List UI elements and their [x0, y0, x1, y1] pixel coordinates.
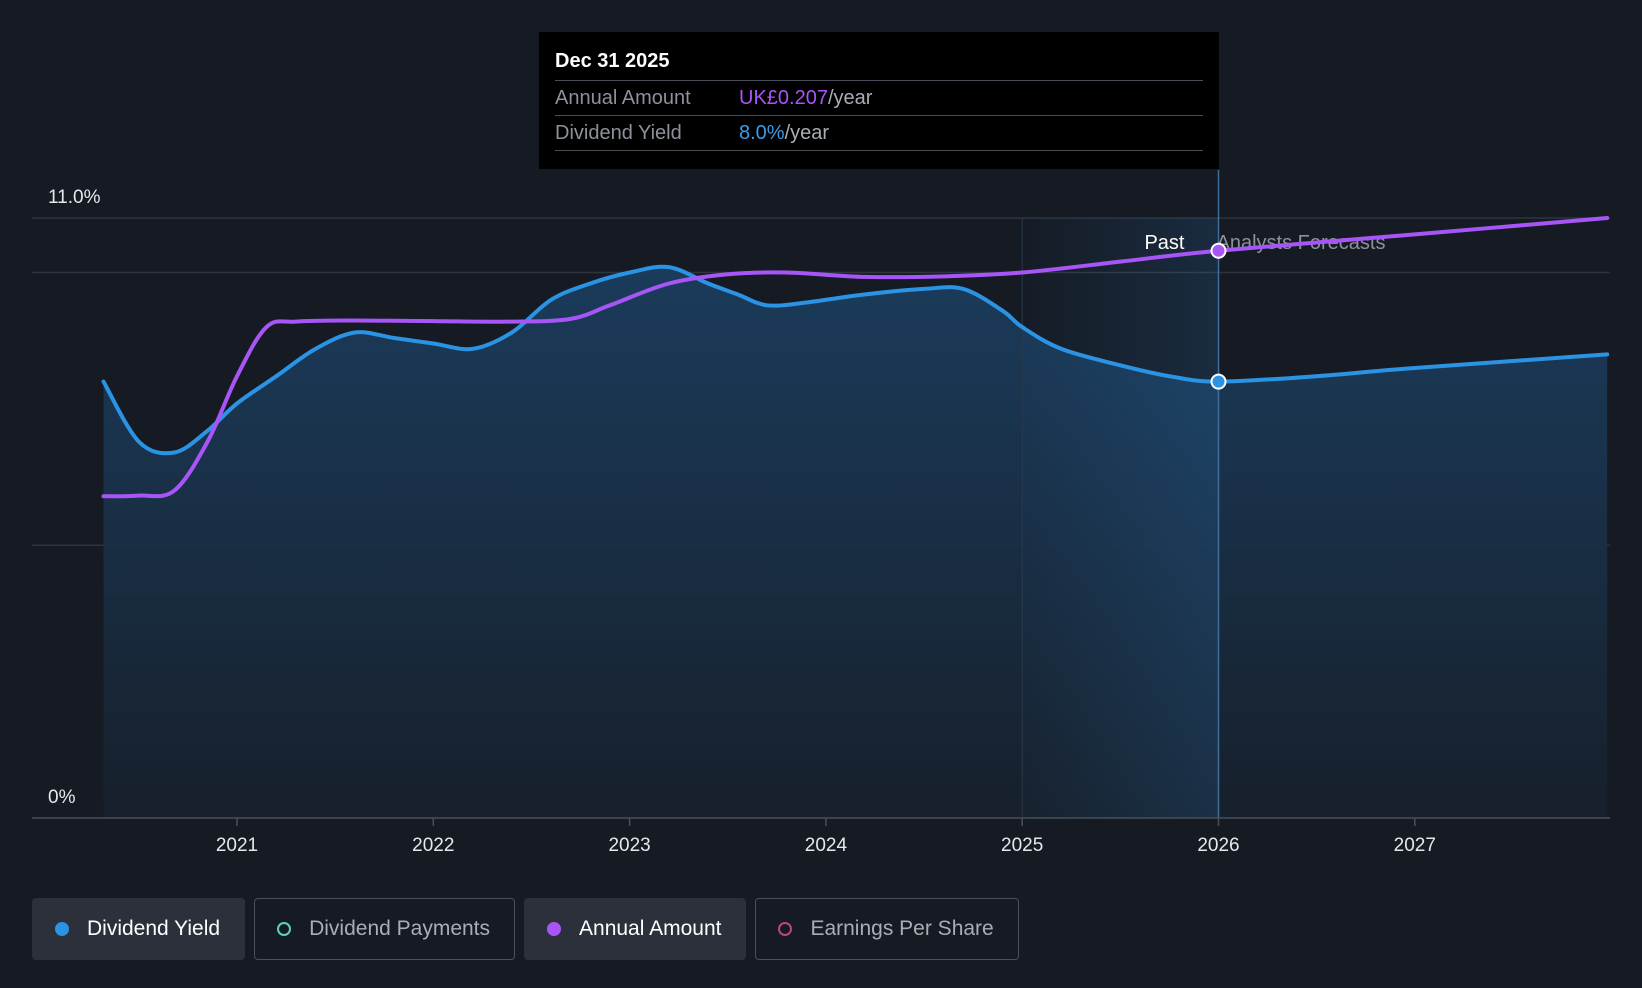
annual-amount-line: [101, 216, 1610, 499]
tooltip-key: Annual Amount: [555, 87, 691, 109]
legend-annual-amount-button[interactable]: Annual Amount: [524, 898, 747, 960]
filled-dot-icon: [547, 922, 562, 936]
tooltip-row-annual-amount: Annual Amount UK£0.207 /year: [555, 80, 1203, 115]
tooltip: Dec 31 2025 Annual Amount UK£0.207 /year…: [539, 32, 1219, 169]
tooltip-unit: /year: [784, 122, 830, 144]
dividend-yield-area: [103, 266, 1608, 818]
legend-label: Annual Amount: [579, 917, 722, 940]
tooltip-value: 8.0%: [739, 122, 785, 144]
past-label: Past: [1144, 232, 1184, 254]
legend-label: Dividend Payments: [309, 917, 491, 940]
x-tick-label: 2023: [608, 835, 650, 856]
legend-label: Earnings Per Share: [810, 917, 994, 940]
filled-dot-icon: [55, 922, 69, 936]
legend-label: Dividend Yield: [87, 917, 221, 940]
x-tick-label: 2027: [1394, 835, 1436, 856]
x-tick-label: 2024: [805, 835, 848, 856]
legend-dividend-yield-button[interactable]: Dividend Yield: [32, 898, 246, 960]
x-tick-label: 2025: [1001, 835, 1043, 856]
legend-dividend-payments-button[interactable]: Dividend Payments: [254, 898, 516, 960]
dividend-yield-line: [101, 264, 1610, 456]
tooltip-value: UK£0.207: [739, 87, 828, 109]
y-tick-label: 0%: [48, 787, 76, 808]
legend: Dividend Yield Dividend Payments Annual …: [32, 898, 1019, 960]
tooltip-key: Dividend Yield: [555, 122, 682, 144]
past-region: [1022, 218, 1219, 818]
tooltip-date: Dec 31 2025: [555, 50, 670, 72]
x-tick-label: 2021: [216, 835, 258, 856]
hollow-dot-icon: [778, 922, 793, 936]
dividend-yield-marker: [1210, 373, 1227, 390]
hollow-dot-icon: [277, 922, 292, 936]
annual-amount-marker: [1210, 242, 1227, 259]
tooltip-unit: /year: [827, 87, 873, 109]
legend-earnings-per-share-button[interactable]: Earnings Per Share: [755, 898, 1019, 960]
y-tick-label: 11.0%: [48, 187, 101, 208]
x-tick-label: 2022: [412, 835, 454, 856]
x-tick-label: 2026: [1197, 835, 1239, 856]
tooltip-row-dividend-yield: Dividend Yield 8.0% /year: [555, 115, 1203, 151]
